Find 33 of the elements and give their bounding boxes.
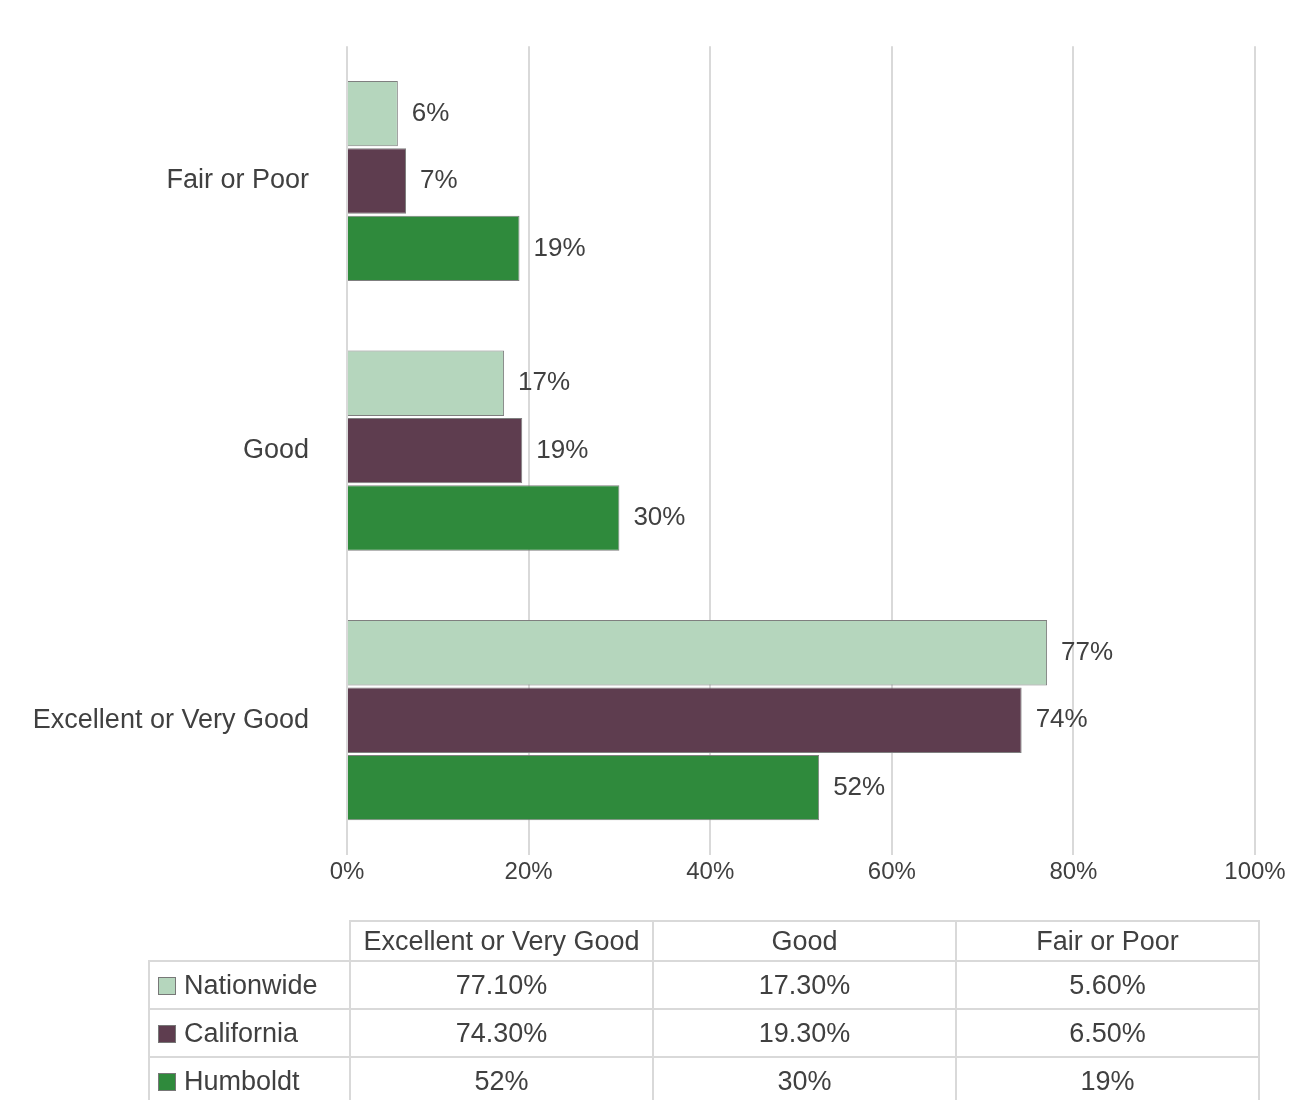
text: 77.10%	[350, 961, 653, 1009]
legend-label: Nationwide	[149, 961, 350, 1009]
y-tick-label: Good	[242, 434, 309, 465]
category-label: Excellent or Very Good	[363, 925, 640, 956]
data-label: 77%	[1061, 635, 1114, 666]
legend-label: California	[149, 1009, 350, 1057]
x-tick-label: 20%	[504, 857, 553, 885]
data-label: 7%	[420, 164, 458, 195]
data-label: 6%	[411, 96, 450, 127]
x-tick-label: 100%	[1224, 857, 1286, 885]
text: 74.30%	[350, 1009, 653, 1057]
data-label: 74%	[1035, 703, 1088, 734]
category-label: Fair or Poor	[1036, 925, 1179, 956]
data-label: 19%	[536, 433, 589, 464]
legend-label: Humboldt	[149, 1057, 350, 1100]
text: 17.30%	[653, 961, 956, 1009]
y-tick-label: Fair or Poor	[166, 164, 309, 195]
data-label: 17%	[518, 366, 571, 397]
category-label: Good	[771, 925, 838, 956]
data-label: 52%	[833, 770, 886, 801]
x-tick-label: 0%	[329, 857, 365, 885]
y-tick-label: Excellent or Very Good	[32, 703, 309, 734]
text: 30%	[653, 1057, 956, 1100]
x-tick-label: 80%	[1049, 857, 1098, 885]
text: 6.50%	[956, 1009, 1259, 1057]
data-label: 19%	[533, 231, 586, 262]
text: 52%	[350, 1057, 653, 1100]
x-tick-label: 40%	[686, 857, 735, 885]
data-label: 30%	[633, 501, 686, 532]
text: 5.60%	[956, 961, 1259, 1009]
x-tick-label: 60%	[867, 857, 916, 885]
text: 19%	[956, 1057, 1259, 1100]
text: 19.30%	[653, 1009, 956, 1057]
